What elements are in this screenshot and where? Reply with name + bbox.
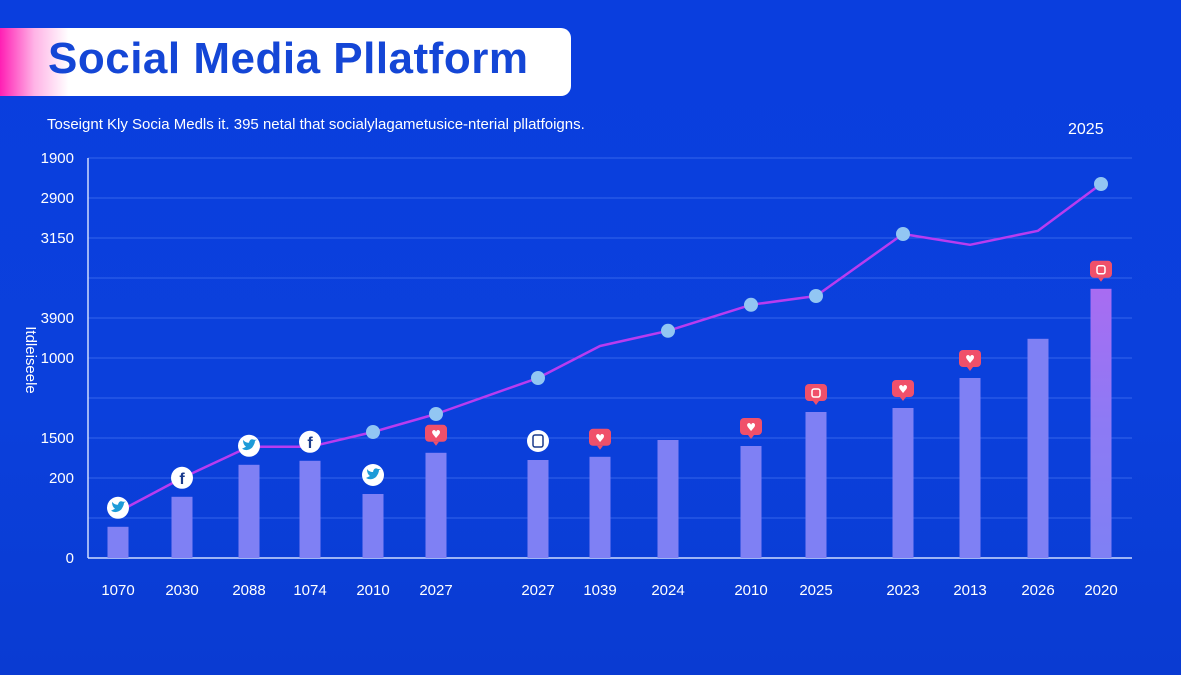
y-tick-label: 3900 xyxy=(41,310,74,327)
bar xyxy=(362,494,384,558)
heart-icon: ♥ xyxy=(959,350,981,371)
bar xyxy=(425,452,447,558)
twitter-glyph xyxy=(366,468,381,480)
badge-bg xyxy=(1090,260,1112,278)
instagram-icon xyxy=(1090,260,1112,282)
x-tick-label: 2025 xyxy=(799,582,832,599)
heart-icon: ♥ xyxy=(589,428,611,450)
x-tick-label: 2030 xyxy=(165,582,198,599)
y-axis-label: Itdleiseele xyxy=(22,326,39,394)
heart-glyph: ♥ xyxy=(431,428,441,441)
heart-glyph: ♥ xyxy=(746,421,756,434)
line-marker xyxy=(366,425,380,439)
y-tick-label: 1500 xyxy=(41,430,74,447)
x-tick-label: 2010 xyxy=(356,582,389,599)
y-tick-label: 2900 xyxy=(41,190,74,207)
facebook-glyph: f xyxy=(307,435,313,452)
icon-circle xyxy=(171,466,193,489)
chart-subtitle: Toseignt Kly Socia Medls it. 395 netal t… xyxy=(47,116,585,133)
bar xyxy=(1090,288,1112,558)
y-tick-label: 0 xyxy=(66,550,74,567)
badge-bg xyxy=(892,380,914,397)
line-marker xyxy=(809,289,823,303)
bar xyxy=(805,412,827,558)
title-banner xyxy=(0,28,571,96)
badge-bg xyxy=(740,418,762,435)
facebook-icon: f xyxy=(299,430,321,453)
instagram-icon xyxy=(527,430,549,452)
heart-glyph: ♥ xyxy=(898,383,908,396)
badge-tail xyxy=(1098,277,1104,282)
line-marker xyxy=(429,407,443,421)
icon-circle xyxy=(299,430,321,453)
bar xyxy=(107,526,129,558)
x-tick-label: 2020 xyxy=(1084,582,1117,599)
heart-glyph: ♥ xyxy=(595,432,605,445)
bar xyxy=(959,378,981,558)
badge-tail xyxy=(433,441,439,446)
corner-year-label: 2025 xyxy=(1068,121,1104,138)
x-tick-label: 2010 xyxy=(734,582,767,599)
line-marker xyxy=(531,371,545,385)
y-tick-label: 3150 xyxy=(41,230,74,247)
x-tick-label: 1070 xyxy=(101,582,134,599)
x-tick-label: 2027 xyxy=(419,582,452,599)
badge-tail xyxy=(900,397,906,401)
bar xyxy=(238,464,260,558)
heart-glyph: ♥ xyxy=(965,353,975,366)
y-tick-label: 1900 xyxy=(41,150,74,167)
x-tick-label: 2026 xyxy=(1021,582,1054,599)
facebook-glyph: f xyxy=(179,471,185,488)
twitter-glyph xyxy=(242,439,257,451)
series-line xyxy=(117,182,1102,514)
line-marker xyxy=(896,227,910,241)
bar xyxy=(171,496,193,558)
facebook-icon: f xyxy=(171,466,193,489)
line-marker xyxy=(744,297,758,312)
x-tick-label: 1039 xyxy=(583,582,616,599)
x-tick-label: 2024 xyxy=(651,582,684,599)
x-tick-label: 2013 xyxy=(953,582,986,599)
x-tick-label: 2023 xyxy=(886,582,919,599)
twitter-glyph xyxy=(111,501,126,513)
x-tick-label: 2088 xyxy=(232,582,265,599)
badge-tail xyxy=(813,401,819,405)
bar xyxy=(1027,338,1049,558)
twitter-icon xyxy=(107,496,129,519)
camera-glyph xyxy=(532,434,544,448)
badge-tail xyxy=(597,445,603,450)
line-marker xyxy=(1094,177,1108,191)
twitter-icon xyxy=(362,464,384,486)
badge-bg xyxy=(589,428,611,446)
chart-title: Social Media Pllatform xyxy=(48,34,529,83)
twitter-icon xyxy=(238,434,260,457)
badge-tail xyxy=(967,367,973,371)
bar xyxy=(299,460,321,558)
x-tick-label: 2027 xyxy=(521,582,554,599)
y-tick-label: 200 xyxy=(49,470,74,487)
heart-icon: ♥ xyxy=(892,380,914,401)
camera-glyph xyxy=(811,388,821,398)
x-tick-label: 1074 xyxy=(293,582,326,599)
line-marker xyxy=(661,323,675,338)
heart-icon: ♥ xyxy=(740,418,762,439)
camera-glyph xyxy=(1096,265,1106,275)
icon-circle xyxy=(527,430,549,452)
bar xyxy=(892,408,914,558)
badge-bg xyxy=(805,384,827,401)
bar xyxy=(657,440,679,558)
instagram-icon xyxy=(805,384,827,405)
bar xyxy=(740,446,762,558)
badge-bg xyxy=(959,350,981,367)
bar xyxy=(589,456,611,558)
badge-bg xyxy=(425,424,447,442)
heart-icon: ♥ xyxy=(425,424,447,446)
y-tick-label: 1000 xyxy=(41,350,74,367)
bar xyxy=(527,460,549,558)
badge-tail xyxy=(748,435,754,439)
